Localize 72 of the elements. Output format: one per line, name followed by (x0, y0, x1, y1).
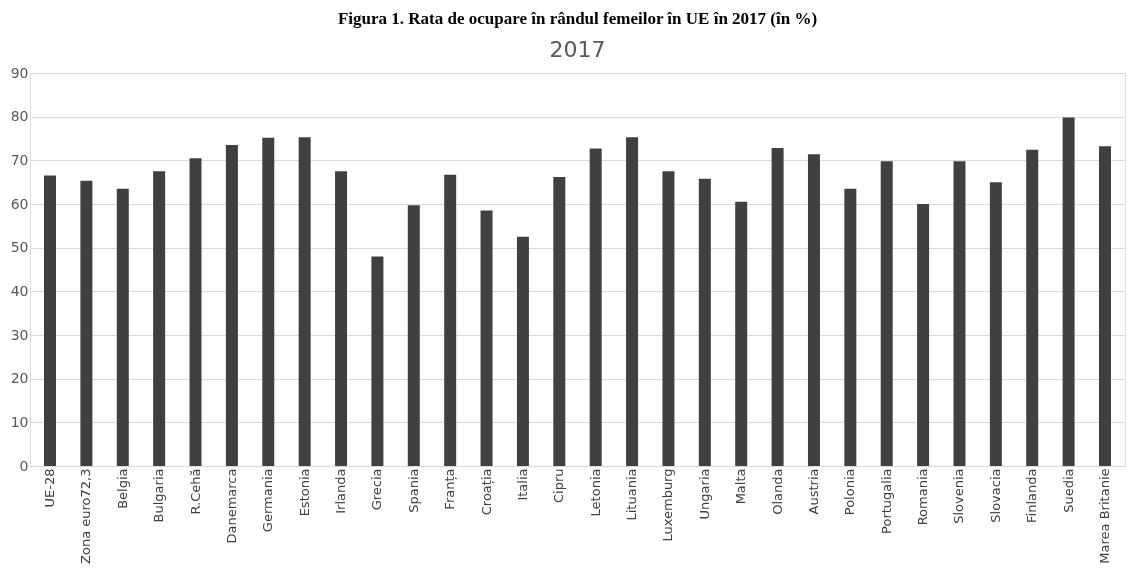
bar (371, 256, 384, 466)
x-tick-label: Finlanda (1024, 468, 1040, 523)
x-tick-label: Belgia (114, 468, 130, 509)
x-tick-label: Ungaria (696, 468, 712, 520)
bar (335, 171, 348, 466)
x-tick-label: Irlanda (333, 468, 349, 514)
bar (80, 180, 93, 466)
y-tick-label: 40 (10, 282, 29, 299)
y-tick-label: 20 (10, 370, 29, 387)
y-tick-label: 30 (10, 326, 29, 343)
x-tick-label: Cipru (551, 468, 567, 504)
bar (116, 188, 129, 466)
x-tick-label: Portugalia (878, 468, 894, 534)
chart-subtitle: 2017 (549, 37, 606, 62)
x-tick-label: Malta (733, 468, 749, 505)
bar (771, 148, 784, 466)
x-tick-label: Lituania (624, 468, 640, 521)
bar (735, 201, 748, 466)
x-tick-label: Grecia (369, 468, 385, 511)
x-tick-label: Franța (442, 468, 458, 510)
bar (298, 137, 311, 466)
bar (189, 158, 202, 466)
bar (44, 175, 57, 466)
bar (953, 161, 966, 466)
x-tick-label: Letonia (587, 468, 603, 517)
x-tick-label: Marea Britanie (1096, 468, 1112, 564)
bar (262, 137, 275, 466)
bar (480, 210, 493, 466)
bar (917, 204, 930, 466)
x-tick-label: UE-28 (42, 468, 58, 508)
chart-title: Figura 1. Rata de ocupare în rândul femeilor în UE în 2017 (în %) (337, 9, 818, 28)
y-tick-label: 90 (10, 64, 29, 81)
x-tick-label: Olanda (769, 468, 785, 515)
bar (844, 188, 857, 466)
x-tick-label: Slovacia (987, 468, 1003, 523)
x-tick-label: Danemarca (223, 468, 239, 544)
x-tick-label: Germania (260, 468, 276, 533)
bar (1062, 117, 1075, 466)
y-tick-label: 80 (10, 108, 29, 125)
x-tick-label: R.Cehă (187, 468, 203, 515)
x-tick-label: Estonia (296, 468, 312, 517)
x-tick-label: Slovenia (951, 468, 967, 524)
bar (1026, 149, 1039, 466)
bar (407, 205, 420, 466)
bar (516, 236, 529, 466)
y-tick-label: 60 (10, 195, 29, 212)
x-tick-label: Zona euro72,3 (78, 468, 94, 564)
x-tick-label: Spania (405, 468, 421, 513)
bar (225, 145, 238, 466)
bar (626, 137, 639, 466)
bar (698, 178, 711, 466)
x-tick-label: Italia (514, 468, 530, 501)
y-tick-label: 70 (10, 151, 29, 168)
bar (807, 154, 820, 466)
y-tick-label: 10 (10, 413, 29, 430)
x-tick-label: Romania (915, 468, 931, 526)
y-tick-label: 50 (10, 239, 29, 256)
x-tick-label: Polonia (842, 468, 858, 516)
x-tick-label: Suedia (1060, 468, 1076, 513)
bar (444, 174, 457, 466)
bar (662, 171, 675, 466)
bar (553, 176, 566, 466)
bar (989, 182, 1002, 466)
x-tick-label: Austria (805, 468, 821, 515)
x-tick-label: Bulgaria (151, 468, 167, 523)
bar (589, 148, 602, 466)
x-tick-label: Luxemburg (660, 468, 676, 542)
bar (153, 171, 166, 466)
x-tick-label: Croația (478, 468, 494, 516)
bar (880, 161, 893, 466)
bar (1098, 146, 1111, 466)
y-tick-label: 0 (19, 457, 29, 474)
